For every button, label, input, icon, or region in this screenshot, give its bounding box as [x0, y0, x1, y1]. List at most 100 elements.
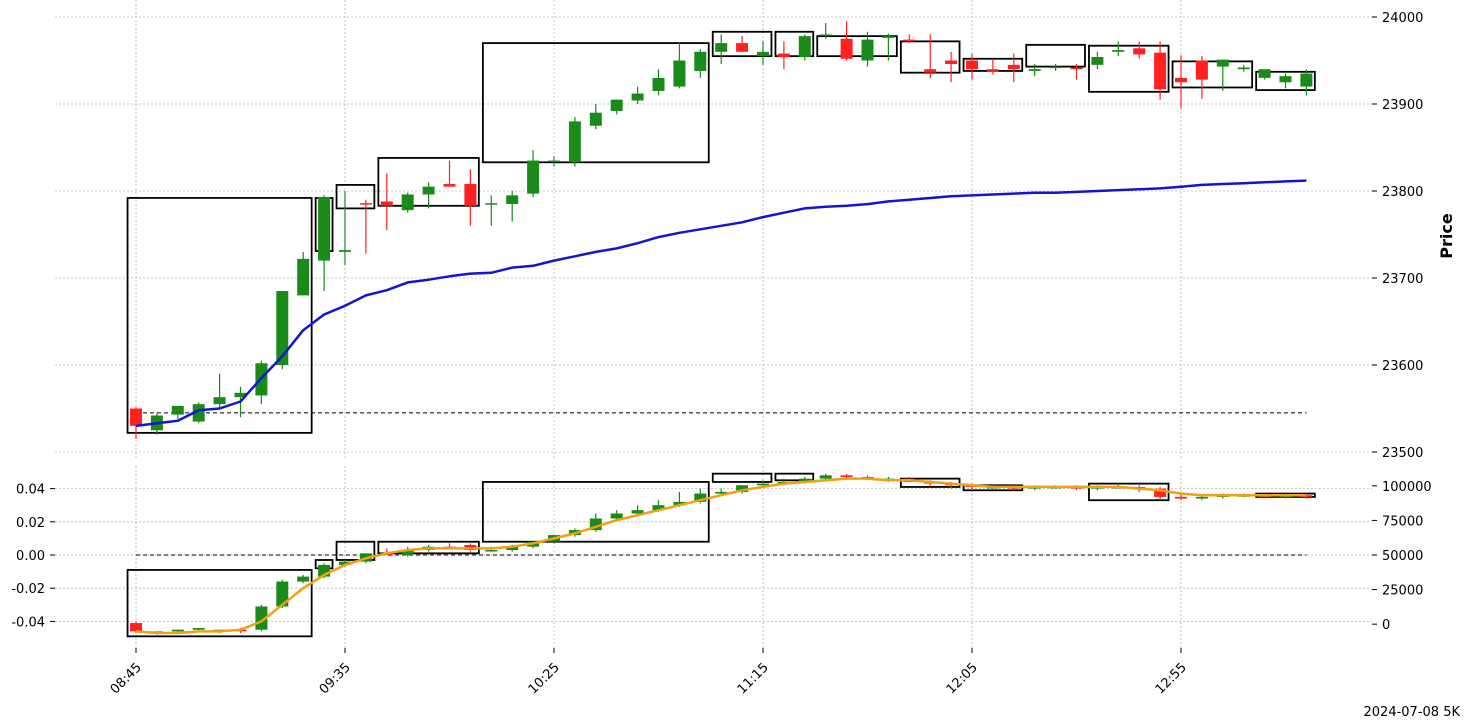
price-candle-body: [464, 184, 477, 206]
indicator-candle-body: [736, 485, 749, 492]
indicator-range-box: [481, 481, 710, 543]
price-candle-body: [1070, 67, 1083, 70]
price-candle-body: [673, 60, 686, 87]
indicator-candle-body: [276, 581, 289, 607]
price-candle-body: [339, 250, 351, 252]
price-range-box: [1088, 44, 1170, 93]
indicator-candle-body: [171, 629, 184, 632]
indicator-right-ytick-label: 50000: [1382, 549, 1423, 564]
price-candle-body: [213, 397, 226, 405]
indicator-candle-body: [339, 561, 351, 565]
indicator-candle-body: [819, 475, 832, 479]
price-candle-body: [192, 404, 205, 422]
moving-average-lines: [135, 179, 1307, 635]
price-ytick-label: 23800: [1382, 185, 1423, 200]
indicator-candle-body: [506, 546, 519, 551]
price-candle-body: [234, 392, 247, 398]
price-candle-body: [966, 60, 978, 70]
price-candle-body: [1258, 69, 1271, 78]
reference-lines: [136, 412, 1307, 556]
price-candle-body: [297, 258, 310, 296]
price-candle-body: [861, 39, 874, 61]
axes: 23500 23600 23700 23800 23900 24000 -0.04 -0.02…: [11, 11, 1431, 697]
indicator-candle-body: [757, 483, 769, 486]
price-candle-body: [924, 69, 937, 73]
price-candle-body: [1091, 57, 1104, 65]
price-candle-body: [359, 203, 372, 205]
indicator-candle-body: [318, 564, 331, 577]
indicator-candle-body: [631, 510, 644, 514]
indicator-candle-body: [130, 623, 142, 632]
grid: [55, 0, 1372, 648]
indicator-candle-body: [1175, 496, 1187, 499]
price-ytick-label: 23900: [1382, 98, 1423, 113]
indicator-candle-body: [840, 475, 853, 477]
price-range-box: [816, 35, 898, 58]
price-range-box: [126, 197, 313, 434]
price-candle-body: [380, 201, 393, 206]
indicator-right-ytick-label: 25000: [1382, 584, 1423, 599]
price-candle-body: [798, 36, 811, 58]
price-candle-body: [276, 291, 289, 365]
price-candle-body: [777, 53, 790, 58]
price-candle-body: [1216, 59, 1229, 67]
indicator-candle-body: [798, 478, 811, 482]
price-candle-body: [1279, 76, 1292, 83]
price-candle-body: [1028, 69, 1041, 71]
indicator-range-box: [774, 472, 815, 482]
x-tick-label: 08:45: [108, 660, 145, 697]
price-range-box: [711, 30, 773, 58]
price-candle-body: [1133, 48, 1146, 55]
indicator-candle-body: [694, 493, 707, 502]
price-candle-body: [422, 186, 435, 195]
price-candle-body: [840, 38, 853, 59]
x-tick-label: 09:35: [317, 660, 354, 697]
price-candle-body: [945, 60, 958, 64]
x-tick-label: 12:05: [944, 660, 981, 697]
indicator-candle-body: [401, 550, 414, 555]
indicator-left-ytick-label: 0.00: [16, 549, 45, 564]
price-candle-body: [652, 77, 665, 91]
indicator-left-ytick-label: 0.04: [16, 483, 45, 498]
price-candle-body: [757, 51, 769, 57]
price-range-box: [1025, 43, 1086, 68]
price-ytick-label: 24000: [1382, 11, 1423, 26]
indicator-right-ytick-label: 75000: [1382, 514, 1423, 529]
price-candle-body: [736, 43, 749, 52]
price-candle-body: [130, 408, 142, 426]
indicator-candle-body: [297, 576, 310, 582]
price-candle-body: [527, 160, 540, 194]
indicator-right-ytick-label: 100000: [1382, 480, 1432, 495]
price-ytick-label: 23700: [1382, 272, 1423, 287]
price-candle-body: [506, 195, 519, 205]
price-ytick-label: 23600: [1382, 359, 1423, 374]
price-candle-body: [568, 121, 581, 163]
indicator-left-ytick-label: -0.02: [11, 582, 45, 597]
indicator-candle-body: [715, 491, 728, 494]
x-tick-label: 10:25: [526, 660, 563, 697]
price-candle-body: [485, 203, 498, 205]
indicator-candle-body: [192, 628, 205, 630]
indicator-candle-body: [589, 518, 602, 531]
price-candle-body: [903, 39, 916, 42]
price-candle-body: [1175, 77, 1187, 83]
price-candle-body: [171, 405, 184, 415]
price-range-box: [1255, 70, 1316, 91]
indicator-range-box: [126, 569, 313, 638]
price-range-box: [774, 30, 815, 58]
indicator-range-box: [335, 540, 376, 561]
price-candle-body: [548, 160, 560, 163]
indicator-left-ytick-label: 0.02: [16, 516, 45, 531]
price-candle-body: [443, 184, 456, 187]
price-candle-body: [819, 34, 832, 36]
price-range-box: [1171, 60, 1254, 89]
indicator-candle-body: [673, 501, 686, 506]
indicator-candle-body: [485, 550, 498, 552]
price-candle-body: [715, 43, 728, 52]
price-axis-label: Price: [1437, 213, 1456, 259]
price-candle-body: [631, 93, 644, 101]
price-candle-body: [1112, 50, 1125, 52]
price-candle-body: [610, 99, 623, 111]
price-candle-body: [882, 36, 895, 38]
